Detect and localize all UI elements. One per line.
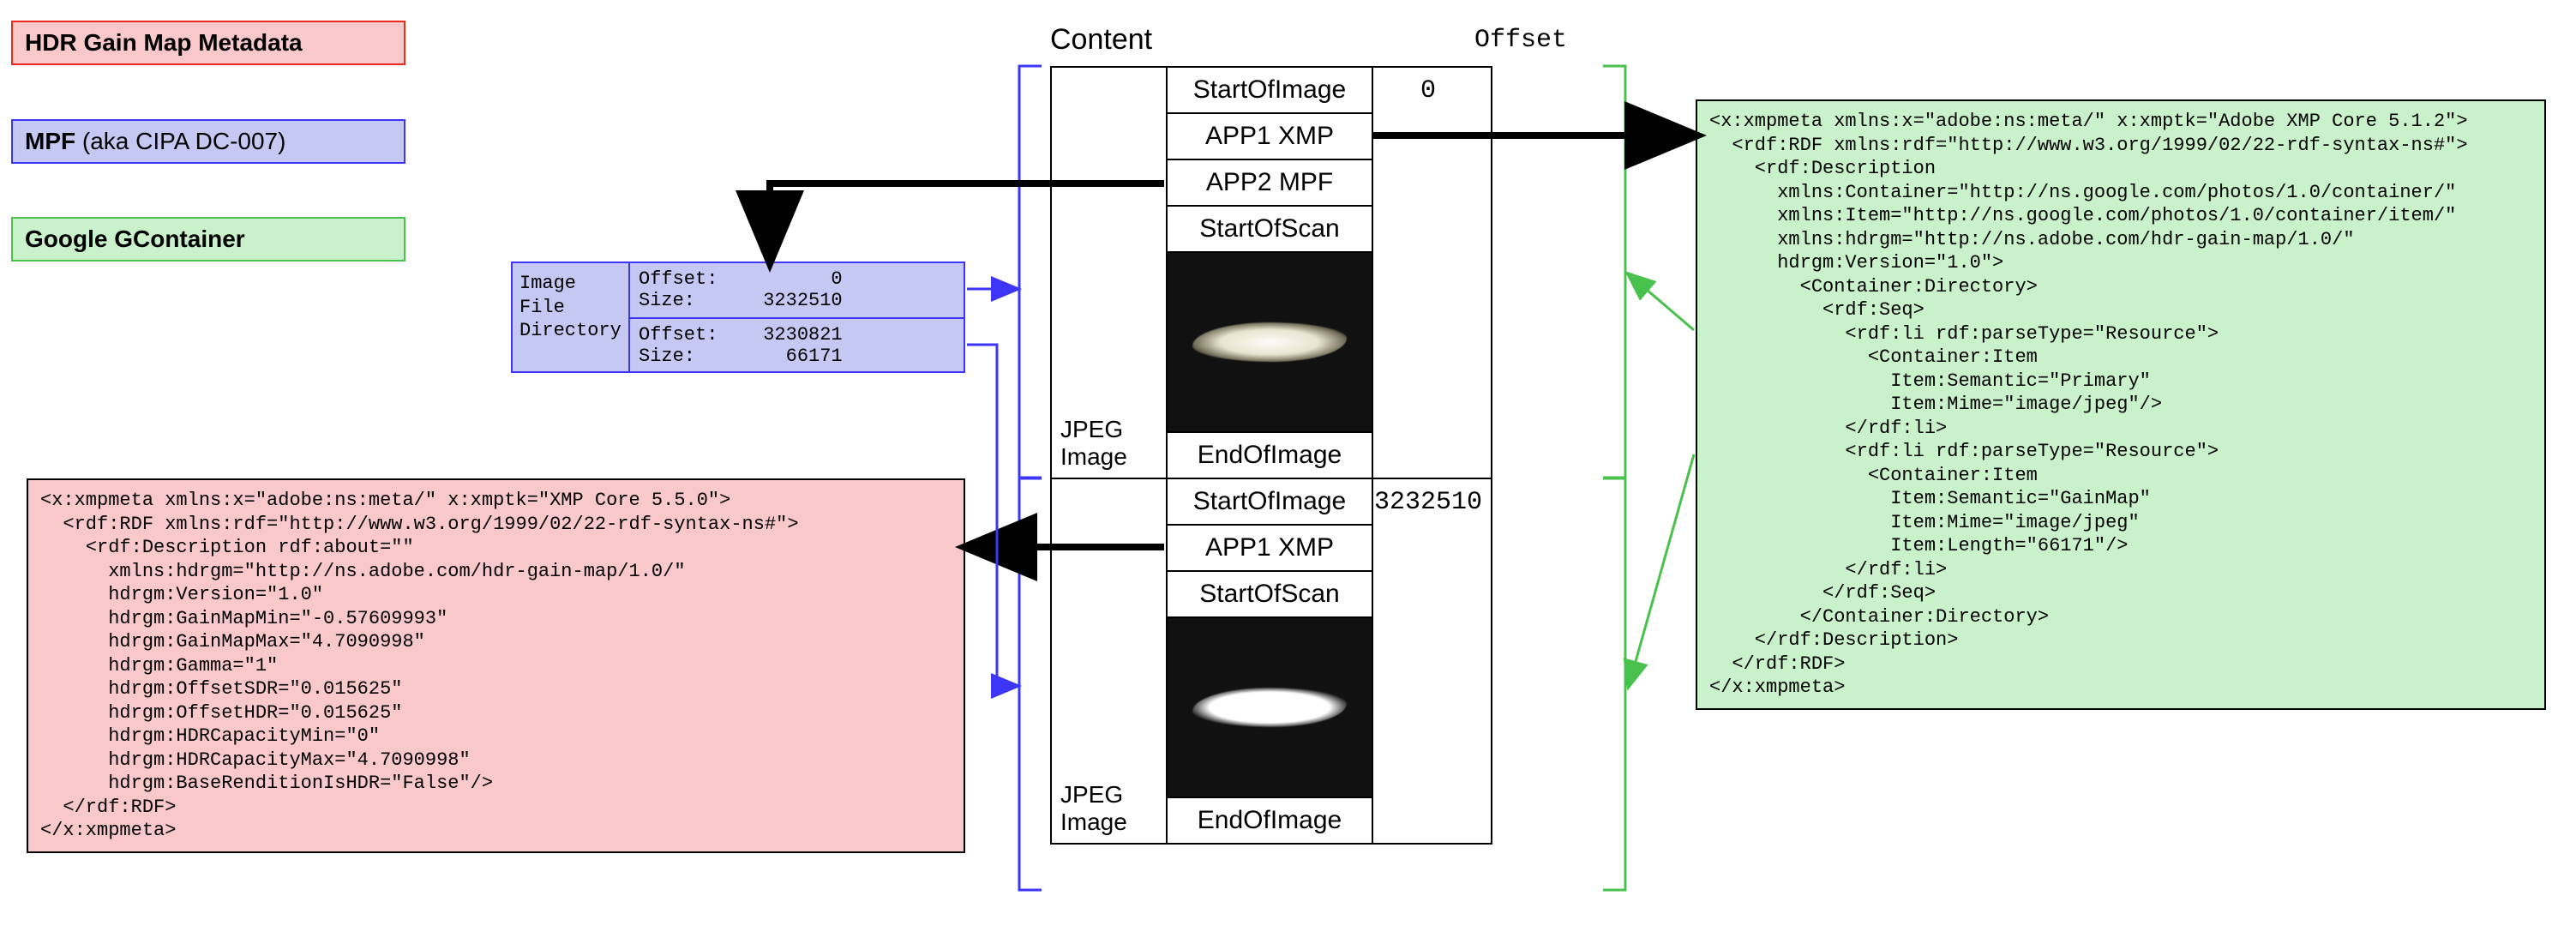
row-startofimage-1: StartOfImage [1167, 67, 1372, 113]
offset-0: 0 [1372, 67, 1492, 478]
legend-gcon: Google GContainer [11, 217, 405, 262]
legend-mpf: MPF (aka CIPA DC-007) [11, 119, 405, 164]
row-startofimage-2: StartOfImage [1167, 478, 1372, 525]
jpeg-label-2: JPEG Image [1051, 478, 1167, 844]
ifd-entry-1: Offset: 3230821 Size: 66171 [628, 317, 964, 371]
xml-gcon-box: <x:xmpmeta xmlns:x="adobe:ns:meta/" x:xm… [1696, 99, 2546, 710]
content-table: JPEG Image StartOfImage 0 APP1 XMP APP2 … [1050, 66, 1492, 845]
row-app1xmp-2: APP1 XMP [1167, 525, 1372, 571]
row-startofscan-1: StartOfScan [1167, 206, 1372, 252]
row-endofimage-2: EndOfImage [1167, 797, 1372, 844]
header-offset: Offset [1474, 26, 1567, 55]
ifd-box: Image File Directory Offset: 0 Size: 323… [511, 262, 965, 373]
row-startofscan-2: StartOfScan [1167, 571, 1372, 617]
row-app2mpf: APP2 MPF [1167, 159, 1372, 206]
legend-hdr: HDR Gain Map Metadata [11, 21, 405, 65]
offset-1: 3232510 [1372, 478, 1492, 844]
image-preview-2 [1167, 617, 1372, 797]
row-endofimage-1: EndOfImage [1167, 432, 1372, 478]
xml-hdr-box: <x:xmpmeta xmlns:x="adobe:ns:meta/" x:xm… [27, 478, 965, 853]
jpeg-label-1: JPEG Image [1051, 67, 1167, 478]
header-content: Content [1050, 23, 1152, 57]
legend-mpf-rest: (aka CIPA DC-007) [75, 128, 285, 154]
ifd-entry-0: Offset: 0 Size: 3232510 [628, 263, 964, 317]
image-preview-1 [1167, 252, 1372, 432]
legend-mpf-bold: MPF [25, 128, 75, 154]
row-app1xmp-1: APP1 XMP [1167, 113, 1372, 159]
ifd-title: Image File Directory [513, 263, 628, 371]
